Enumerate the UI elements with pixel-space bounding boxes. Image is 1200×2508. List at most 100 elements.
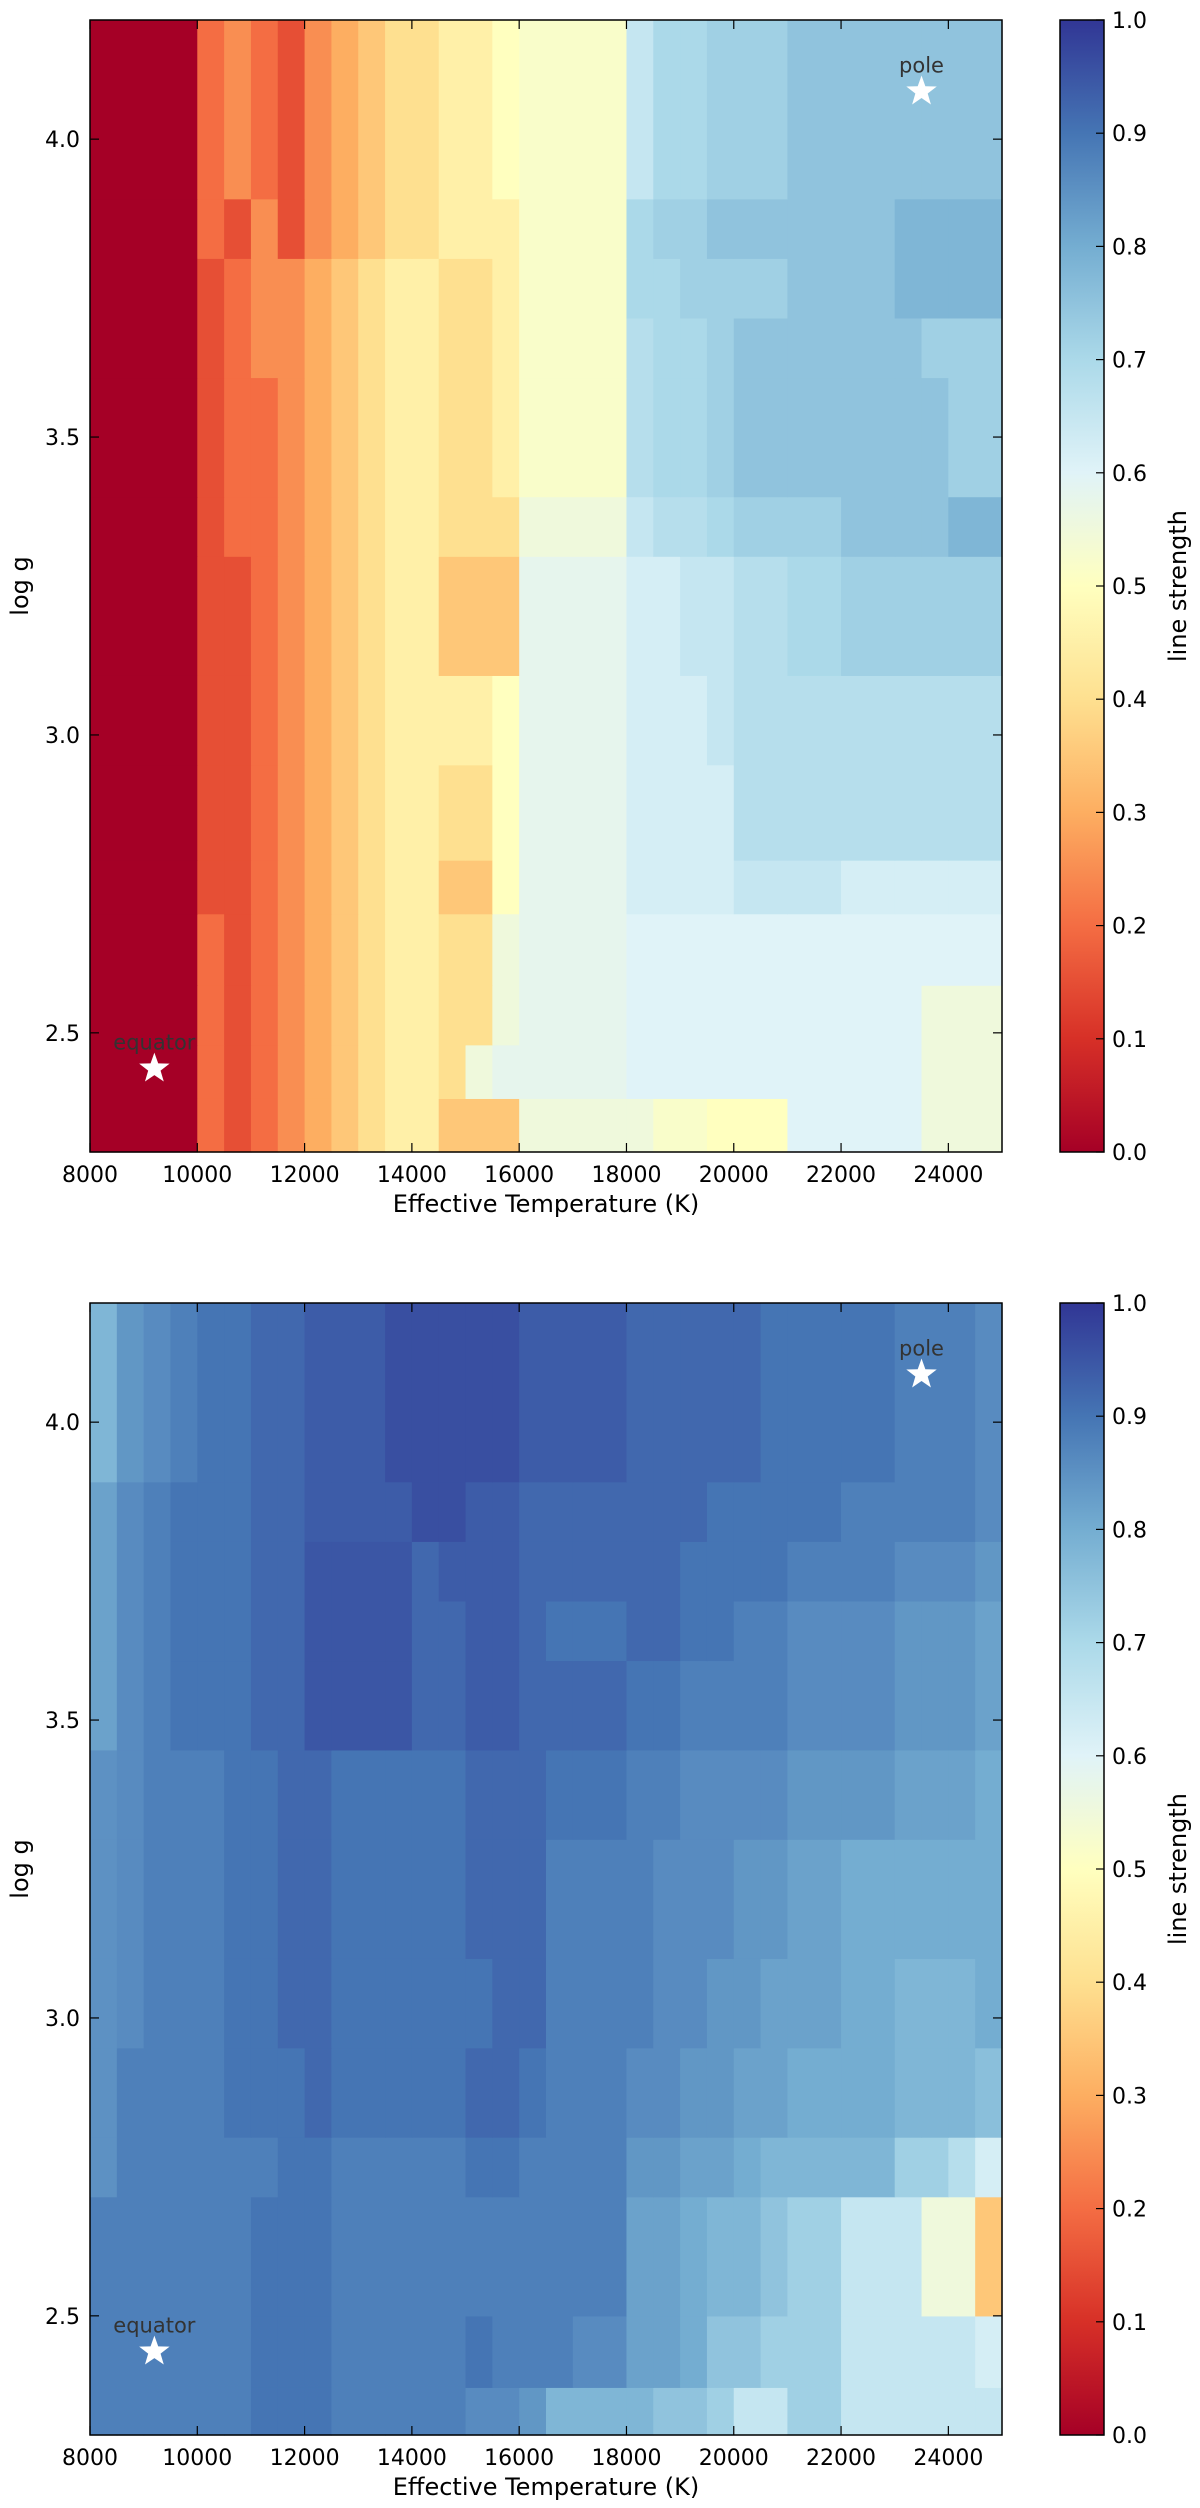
heatmap-panel-bottom: 8000 10000 12000 14000 16000 18000 20000 22000 2…	[6, 1292, 1192, 2501]
y-axis-label: log g	[6, 1839, 34, 1898]
heatmap-cell	[921, 258, 949, 319]
heatmap-cell	[733, 1481, 762, 1542]
heatmap-cell	[626, 913, 654, 986]
heatmap-cell	[411, 1749, 440, 1840]
heatmap-cell	[841, 2047, 896, 2138]
heatmap-cell	[653, 1660, 681, 1751]
heatmap-cell	[653, 556, 681, 676]
heatmap-cell	[546, 1303, 574, 1483]
x-tick-label: 14000	[377, 2446, 447, 2471]
heatmap-cell	[438, 675, 467, 766]
y-tick-label: 3.5	[45, 1709, 80, 1734]
heatmap-cell	[787, 1958, 842, 2049]
heatmap-cell	[546, 675, 574, 766]
heatmap-cell	[197, 2196, 225, 2317]
heatmap-cell	[572, 1481, 628, 1542]
heatmap-cell	[224, 2315, 252, 2388]
heatmap-cell	[170, 1660, 198, 1751]
annotations: pole equator	[113, 1336, 944, 2365]
heatmap-cell	[90, 764, 198, 861]
colorbar-tick-label: 0.2	[1112, 2198, 1147, 2223]
heatmap-cell	[197, 1098, 225, 1153]
heatmap-cell	[706, 860, 735, 915]
heatmap-cell	[385, 860, 413, 915]
heatmap-cell	[894, 2315, 923, 2388]
heatmap-cell	[438, 1098, 467, 1153]
y-tick-label: 2.5	[45, 1022, 80, 1047]
heatmap-cell	[438, 2387, 467, 2436]
heatmap-cell	[250, 1958, 279, 2049]
heatmap-cell	[197, 20, 225, 200]
heatmap-cell	[224, 985, 252, 1046]
heatmap-cell	[572, 20, 628, 200]
heatmap-cell	[492, 377, 520, 498]
heatmap-cell	[841, 1044, 896, 1099]
heatmap-cell	[653, 1749, 681, 1840]
heatmap-cell	[438, 20, 467, 200]
heatmap-cell	[197, 2387, 225, 2436]
heatmap-cell	[170, 1839, 198, 1959]
heatmap-cell	[90, 1541, 118, 1602]
heatmap-cell	[948, 1660, 976, 1751]
heatmap-cell	[546, 20, 574, 200]
heatmap-cell	[787, 1541, 842, 1602]
heatmap-cell	[492, 1098, 520, 1153]
heatmap-cell	[948, 1303, 976, 1483]
heatmap-cell	[706, 1749, 735, 1840]
heatmap-cell	[706, 2315, 735, 2388]
heatmap-cell	[90, 198, 198, 259]
heatmap-cell	[90, 2315, 118, 2388]
heatmap-cell	[250, 198, 279, 259]
heatmap-cell	[546, 2196, 574, 2317]
x-tick-label: 8000	[62, 2446, 118, 2471]
heatmap-cell	[733, 2315, 762, 2388]
heatmap-cell	[760, 2387, 789, 2436]
heatmap-cell	[680, 1541, 708, 1602]
heatmap-cell	[277, 1660, 306, 1751]
heatmap-cell	[438, 258, 467, 319]
heatmap-cell	[358, 198, 386, 259]
heatmap-cell	[626, 2315, 654, 2388]
heatmap-cell	[894, 764, 923, 861]
heatmap-cell	[250, 1749, 279, 1840]
heatmap-cell	[90, 2047, 118, 2138]
heatmap-cell	[438, 764, 467, 861]
heatmap-cell	[465, 1749, 493, 1840]
heatmap-cell	[465, 2315, 493, 2388]
heatmap-cell	[438, 913, 467, 986]
heatmap-cell	[304, 1303, 333, 1483]
heatmap-cell	[143, 2137, 172, 2198]
heatmap-cell	[546, 317, 574, 379]
heatmap-cell	[250, 1481, 279, 1542]
heatmap-cell	[224, 860, 252, 915]
heatmap-cell	[733, 496, 789, 557]
heatmap-cell	[465, 985, 493, 1046]
heatmap-cell	[197, 2047, 225, 2138]
heatmap-cell	[277, 1839, 306, 1959]
heatmap-cell	[653, 1958, 681, 2049]
heatmap-cell	[224, 1481, 252, 1542]
heatmap-cell	[975, 1303, 1003, 1483]
heatmap-cell	[948, 764, 1003, 861]
heatmap-cell	[921, 198, 949, 259]
heatmap-cell	[143, 1541, 172, 1602]
heatmap-cell	[706, 556, 735, 676]
heatmap-cell	[250, 258, 279, 319]
heatmap-cell	[733, 675, 789, 766]
heatmap-cell	[277, 860, 306, 915]
heatmap-cell	[143, 1600, 172, 1662]
heatmap-cell	[787, 1839, 842, 1959]
heatmap-cell	[733, 1303, 762, 1483]
heatmap-cell	[304, 1839, 333, 1959]
heatmap-cell	[680, 1749, 708, 1840]
heatmap-cell	[90, 377, 198, 498]
heatmap-cell	[519, 20, 547, 200]
colorbar-tick-label: 1.0	[1112, 9, 1147, 34]
heatmap-cell	[841, 1839, 896, 1959]
heatmap-cell	[787, 1303, 842, 1483]
heatmap-cell	[733, 317, 789, 379]
y-tick-label: 3.0	[45, 2007, 80, 2032]
heatmap-cell	[304, 2315, 333, 2388]
heatmap-cell	[572, 913, 628, 986]
heatmap-cell	[841, 1600, 896, 1662]
